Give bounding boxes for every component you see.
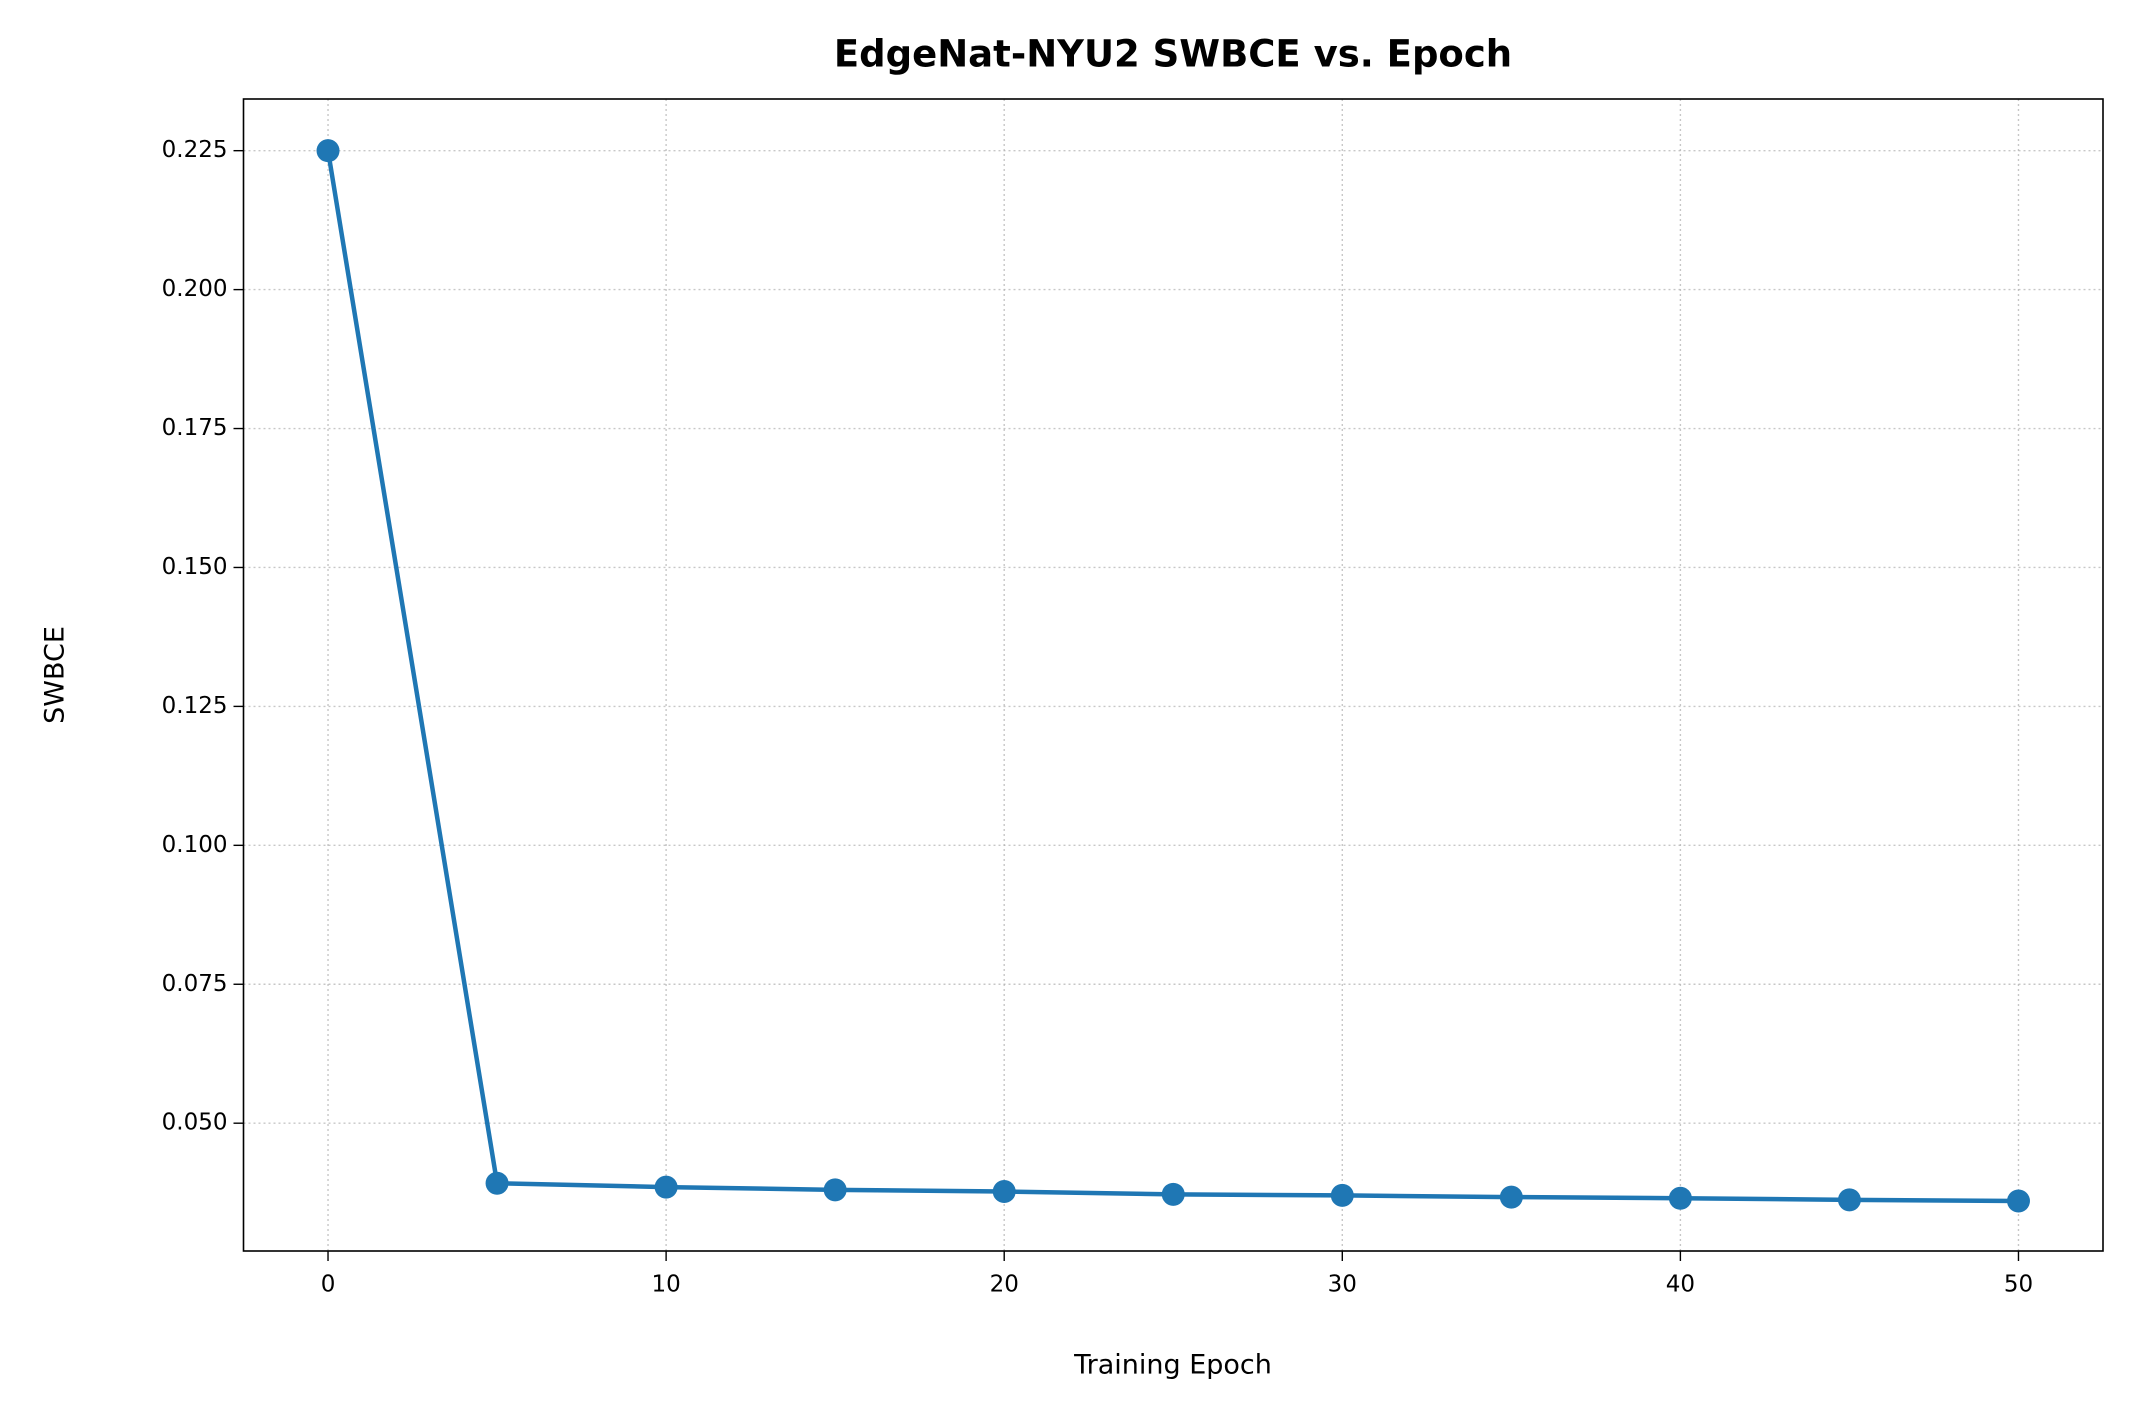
chart-title: EdgeNat-NYU2 SWBCE vs. Epoch (834, 33, 1512, 76)
y-tick-label: 0.150 (162, 554, 228, 580)
x-tick-label: 10 (651, 1272, 680, 1298)
data-point (654, 1175, 678, 1199)
data-line (325, 150, 2019, 1204)
x-tick-label: 0 (321, 1272, 336, 1298)
y-axis-label: SWBCE (40, 626, 71, 724)
data-point (1668, 1186, 1692, 1210)
data-point (1161, 1182, 1185, 1206)
y-tick-label: 0.200 (162, 276, 228, 302)
y-tick-label: 0.075 (162, 971, 228, 997)
plot-frame (242, 98, 2104, 1252)
data-point (1837, 1188, 1861, 1212)
y-tick-label: 0.175 (162, 415, 228, 441)
data-point (992, 1180, 1016, 1204)
y-tick-label: 0.050 (162, 1110, 228, 1136)
y-tick-label: 0.225 (162, 137, 228, 163)
x-tick-label: 50 (2004, 1272, 2033, 1298)
y-tick-label: 0.125 (162, 693, 228, 719)
x-tick-label: 40 (1666, 1272, 1695, 1298)
data-point (1330, 1183, 1354, 1207)
x-tick-label: 30 (1328, 1272, 1357, 1298)
data-point (1499, 1185, 1523, 1209)
x-axis-label: Training Epoch (1073, 1350, 1272, 1381)
data-point (823, 1178, 847, 1202)
y-tick-label: 0.100 (162, 832, 228, 858)
data-point (485, 1171, 509, 1195)
data-point (316, 139, 340, 163)
x-tick-label: 20 (990, 1272, 1019, 1298)
data-point (2006, 1189, 2030, 1213)
